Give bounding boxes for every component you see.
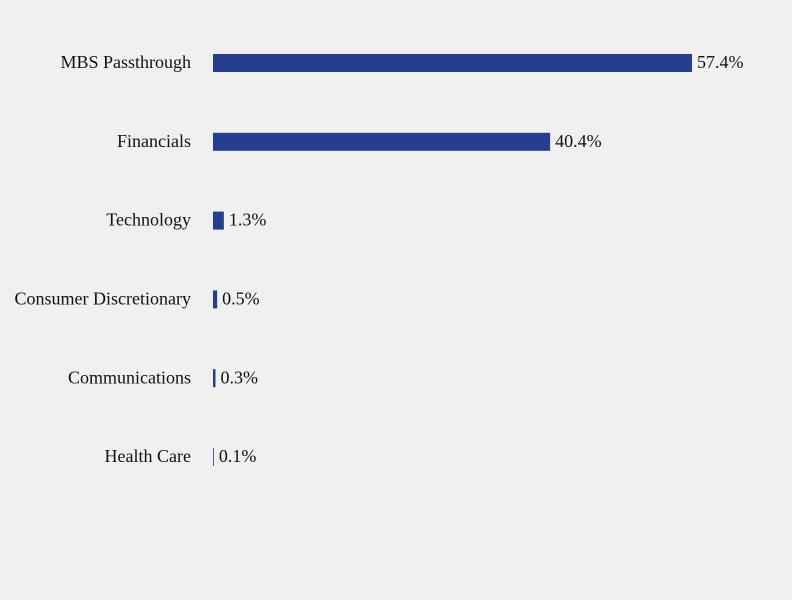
value-label: 1.3% bbox=[229, 210, 267, 230]
category-label: Communications bbox=[68, 367, 191, 387]
value-label: 0.1% bbox=[219, 446, 256, 466]
value-label: 40.4% bbox=[555, 131, 602, 151]
bar bbox=[213, 290, 218, 309]
bar bbox=[213, 448, 214, 466]
value-label: 0.3% bbox=[221, 367, 259, 387]
value-label: 0.5% bbox=[222, 289, 260, 309]
bar bbox=[213, 369, 216, 388]
category-label: Technology bbox=[106, 210, 191, 230]
category-label: MBS Passthrough bbox=[60, 52, 191, 72]
value-label: 57.4% bbox=[697, 52, 744, 72]
bar bbox=[213, 132, 551, 151]
bar bbox=[213, 211, 224, 230]
bar bbox=[213, 54, 692, 72]
category-label: Financials bbox=[117, 131, 191, 151]
category-label: Consumer Discretionary bbox=[15, 289, 191, 309]
category-label: Health Care bbox=[105, 446, 191, 466]
